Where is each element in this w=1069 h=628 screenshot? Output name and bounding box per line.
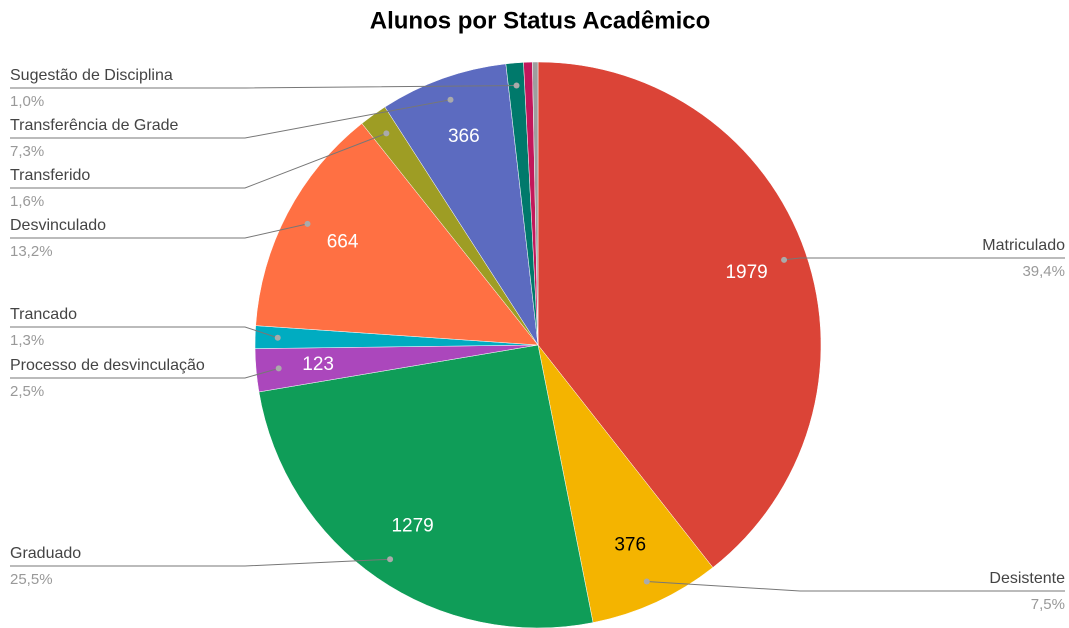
category-label: Transferência de Grade bbox=[10, 117, 178, 134]
value-label: 664 bbox=[327, 231, 359, 252]
leader-line bbox=[10, 326, 278, 339]
pie-slice bbox=[255, 123, 539, 346]
category-label: Desistente bbox=[989, 570, 1065, 587]
category-label: Sugestão de Disciplina bbox=[10, 67, 173, 84]
percent-label: 7,5% bbox=[1031, 596, 1065, 613]
percent-label: 1,6% bbox=[10, 193, 44, 210]
pie-slice bbox=[537, 344, 714, 623]
leader-line bbox=[783, 257, 1065, 261]
leader-dot bbox=[274, 334, 281, 341]
pie-slice bbox=[258, 344, 594, 628]
leader-line bbox=[646, 581, 1065, 592]
pie-slice bbox=[532, 61, 539, 346]
leader-line bbox=[10, 85, 517, 89]
value-label: 123 bbox=[302, 354, 334, 375]
leader-line bbox=[10, 558, 391, 567]
percent-label: 25,5% bbox=[10, 571, 53, 588]
percent-label: 7,3% bbox=[10, 143, 44, 160]
value-label: 1279 bbox=[391, 516, 433, 537]
pie-slice bbox=[384, 63, 539, 346]
leader-dot bbox=[304, 220, 311, 227]
leader-dot bbox=[383, 130, 390, 137]
percent-label: 1,3% bbox=[10, 332, 44, 349]
category-label: Transferido bbox=[10, 167, 90, 184]
leader-dot bbox=[275, 365, 282, 372]
percent-label: 13,2% bbox=[10, 243, 53, 260]
category-label: Graduado bbox=[10, 545, 81, 562]
percent-label: 2,5% bbox=[10, 383, 44, 400]
category-label: Trancado bbox=[10, 306, 77, 323]
percent-label: 1,0% bbox=[10, 93, 44, 110]
leader-dot bbox=[387, 556, 394, 563]
pie-slice bbox=[537, 61, 822, 568]
leader-line bbox=[10, 223, 308, 239]
category-label: Matriculado bbox=[982, 237, 1065, 254]
leader-dot bbox=[643, 578, 650, 585]
leader-dot bbox=[781, 256, 788, 263]
leader-dot bbox=[447, 96, 454, 103]
value-label: 1979 bbox=[725, 262, 767, 283]
value-label: 366 bbox=[448, 126, 480, 147]
category-label: Processo de desvinculação bbox=[10, 357, 205, 374]
category-label: Desvinculado bbox=[10, 217, 106, 234]
chart-title: Alunos por Status Acadêmico bbox=[370, 7, 711, 34]
leader-line bbox=[10, 367, 279, 379]
value-label: 376 bbox=[614, 535, 646, 556]
leader-line bbox=[10, 132, 387, 189]
leader-dot bbox=[513, 82, 520, 89]
percent-label: 39,4% bbox=[1022, 263, 1065, 280]
leader-line bbox=[10, 99, 451, 139]
